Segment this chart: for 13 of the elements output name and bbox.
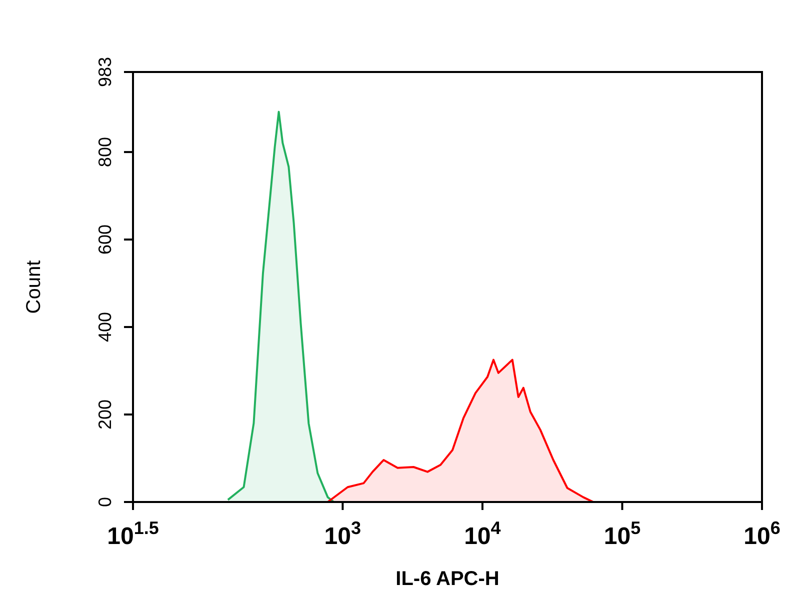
y-tick-label: 800 bbox=[95, 137, 115, 168]
y-tick-label: 400 bbox=[95, 312, 115, 342]
x-tick-label: 10$^{5}$ bbox=[604, 518, 641, 550]
x-tick-label: 10$^{3}$ bbox=[324, 518, 362, 550]
y-tick-label: 0 bbox=[95, 496, 115, 508]
y-tick-label: 200 bbox=[95, 399, 115, 430]
y-tick-label: 600 bbox=[95, 224, 115, 255]
x-tick-label: 10$^{1.5}$ bbox=[107, 518, 159, 550]
x-tick-label: 10$^{4}$ bbox=[464, 518, 501, 550]
y-axis-title: Count bbox=[23, 260, 45, 314]
x-tick-label: 10$^{6}$ bbox=[744, 518, 780, 550]
x-axis-title: IL-6 APC-H bbox=[396, 568, 500, 590]
y-tick-label: 983 bbox=[95, 56, 115, 88]
